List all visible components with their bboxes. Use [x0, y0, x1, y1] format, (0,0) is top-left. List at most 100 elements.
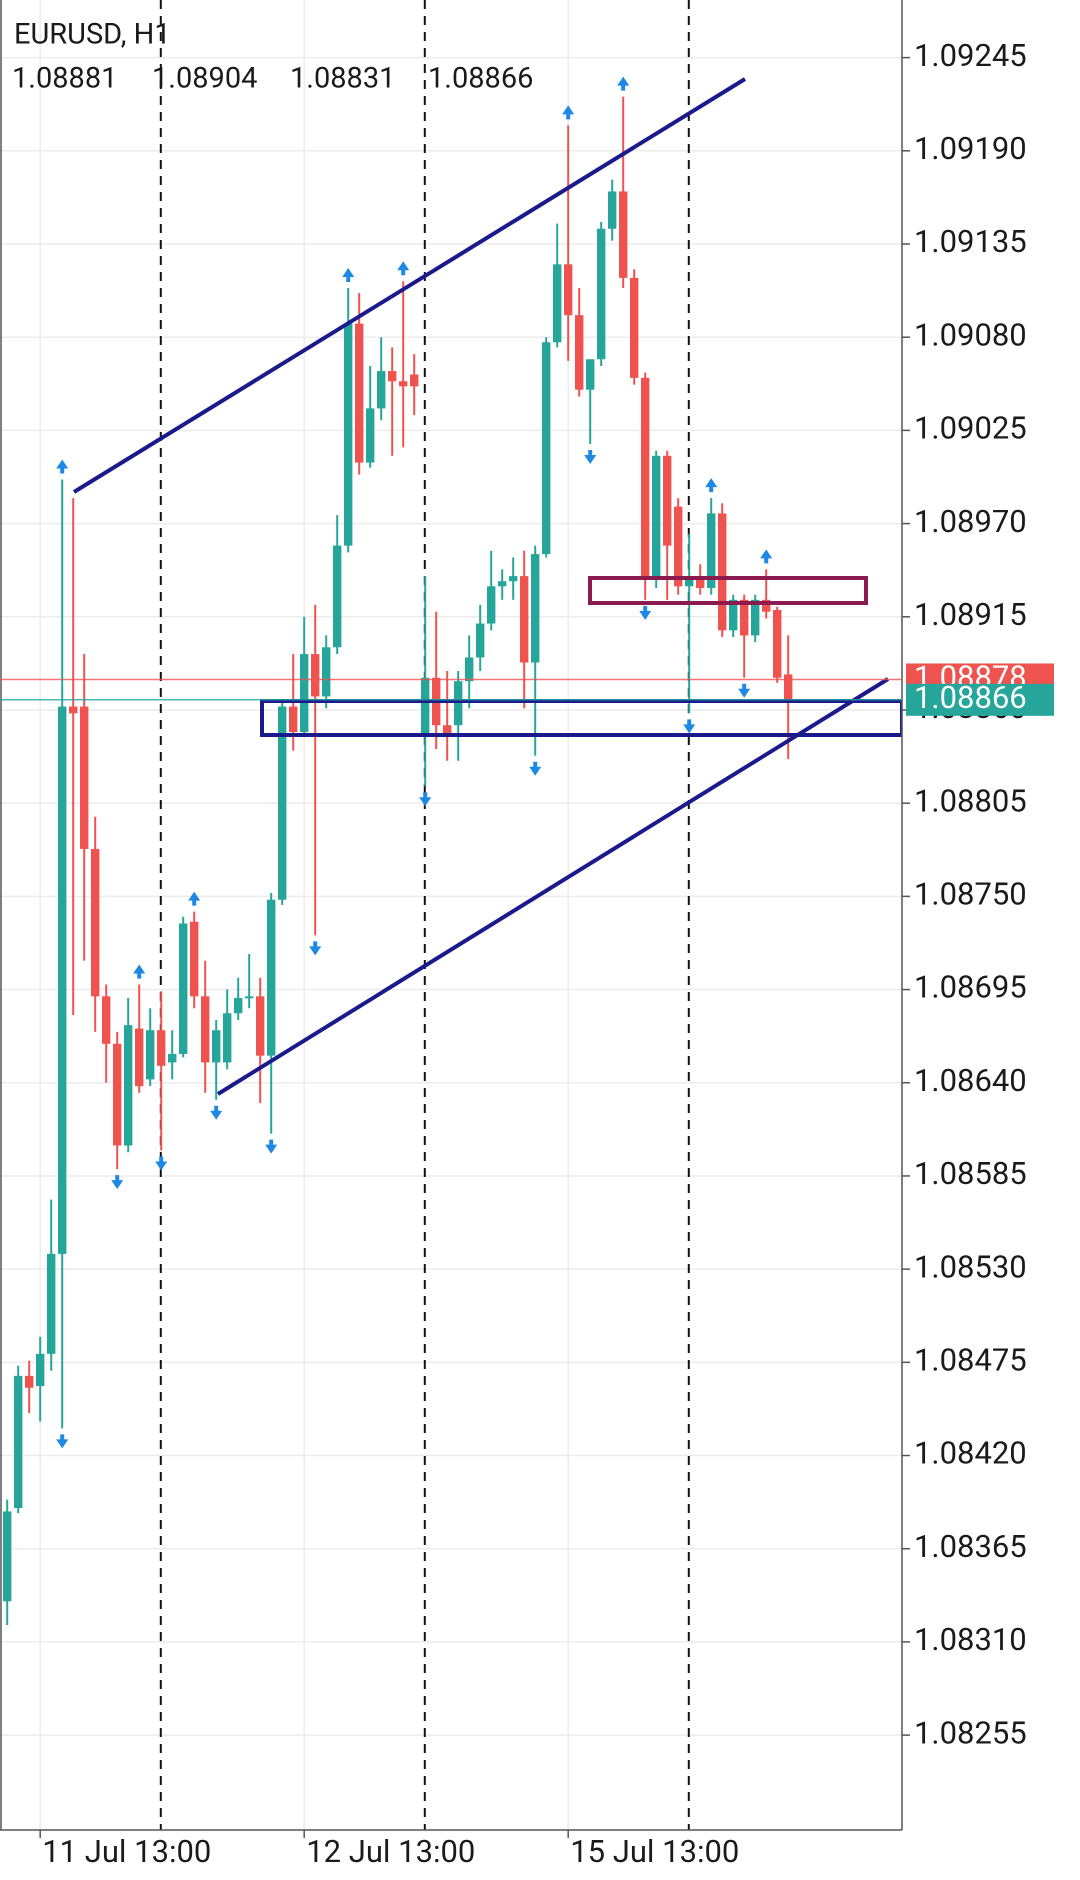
candle-body — [586, 359, 595, 390]
candle-body — [663, 455, 672, 546]
axes: 1.09245 1.09190 1.09135 1.09080 1.09025 1.089… — [0, 0, 1027, 1870]
candle-body — [707, 513, 716, 588]
fractal-up — [342, 268, 355, 283]
candle-body — [300, 654, 309, 732]
candle-body — [487, 586, 496, 624]
candle-body — [762, 599, 771, 612]
y-tick-label: 1.08640 — [914, 1062, 1027, 1099]
fractal-down — [419, 792, 432, 807]
candle-body — [102, 996, 111, 1044]
fractal-down — [111, 1175, 124, 1190]
candle-body — [157, 1030, 166, 1066]
y-tick-label: 1.08750 — [914, 876, 1027, 913]
fractal-down — [56, 1434, 69, 1449]
fractal-down — [155, 1156, 168, 1171]
candle-body — [355, 323, 364, 463]
resistance-zone — [588, 576, 868, 605]
candle-body — [201, 996, 210, 1063]
candle-body — [520, 576, 529, 663]
candle-body — [421, 677, 430, 734]
ohlc-close: 1.08866 — [428, 62, 533, 96]
fractal-up — [397, 261, 410, 276]
candle-body — [751, 599, 760, 636]
candle-body — [146, 1030, 155, 1080]
candle-body — [190, 921, 199, 997]
y-tick-label: 1.08915 — [914, 596, 1027, 633]
ohlc-low: 1.08831 — [290, 62, 395, 96]
x-tick-label: 15 Jul 13:00 — [570, 1833, 739, 1870]
y-tick-label: 1.09080 — [914, 316, 1027, 353]
y-tick-label: 1.08365 — [914, 1528, 1027, 1565]
y-tick-label: 1.08530 — [914, 1248, 1027, 1285]
y-tick-label: 1.09135 — [914, 223, 1027, 260]
time-axis-bg — [0, 1830, 1080, 1880]
candle-body — [718, 513, 727, 631]
fractal-down — [639, 605, 652, 620]
candle-body — [25, 1375, 34, 1388]
fractal-down — [309, 941, 322, 956]
price-axis-bg — [902, 0, 1080, 1880]
candle-body — [135, 1028, 144, 1087]
fractal-up — [188, 891, 201, 906]
y-tick-label: 1.08970 — [914, 503, 1027, 540]
fractal-up — [760, 549, 773, 564]
candle-body — [608, 191, 617, 229]
candle-body — [366, 408, 375, 463]
fractal-down — [738, 683, 751, 698]
candle-body — [47, 1253, 56, 1354]
x-tick-label: 11 Jul 13:00 — [42, 1833, 211, 1870]
candle-body — [740, 599, 749, 636]
candle-body — [674, 506, 683, 587]
candle-body — [80, 706, 89, 849]
candle-body — [388, 371, 397, 382]
candle-body — [179, 923, 188, 1054]
y-tick-label: 1.08695 — [914, 969, 1027, 1006]
candle-body — [36, 1353, 45, 1387]
candle-body — [553, 264, 562, 343]
fractal-up — [617, 76, 630, 91]
ohlc-open: 1.08881 — [12, 62, 117, 96]
candle-body — [245, 996, 254, 999]
fractal-up — [705, 478, 718, 493]
candle-body — [476, 623, 485, 658]
chart-title: EURUSD, H1 — [14, 18, 171, 52]
candle-body — [333, 545, 342, 648]
trend-line-lower — [216, 677, 890, 1096]
fractal-up — [56, 459, 69, 474]
y-tick-label: 1.08805 — [914, 782, 1027, 819]
y-tick-label: 1.08475 — [914, 1342, 1027, 1379]
candle-body — [113, 1043, 122, 1146]
candle-body — [69, 706, 78, 714]
y-tick-label: 1.08585 — [914, 1155, 1027, 1192]
candle-body — [564, 264, 573, 316]
trend-line-upper — [72, 77, 747, 494]
x-tick-label: 12 Jul 13:00 — [306, 1833, 475, 1870]
candle-body — [14, 1375, 23, 1509]
y-tick-label: 1.08255 — [914, 1714, 1027, 1751]
candle-body — [531, 554, 540, 663]
candle-body — [773, 610, 782, 678]
candle-body — [124, 1025, 133, 1146]
fractal-down — [529, 761, 542, 776]
grid — [0, 0, 902, 1830]
candle-body — [399, 381, 408, 387]
fractal-down — [584, 449, 597, 464]
candle-body — [377, 371, 386, 409]
candle-body — [465, 657, 474, 682]
candle-body — [641, 377, 650, 577]
y-tick-label: 1.09025 — [914, 410, 1027, 447]
y-tick-label: 1.09190 — [914, 130, 1027, 167]
bid-label-bg — [906, 683, 1054, 716]
candle-body — [784, 674, 793, 700]
y-tick-label: 1.08310 — [914, 1621, 1027, 1658]
candle-body — [168, 1053, 177, 1063]
fractal-down — [265, 1139, 278, 1154]
candle-body — [498, 581, 507, 587]
ohlc-high: 1.08904 — [152, 62, 257, 96]
candle-body — [575, 315, 584, 390]
candle-body — [3, 1511, 12, 1602]
candle-body — [696, 576, 705, 588]
candle-body — [619, 191, 628, 278]
candle-body — [278, 706, 287, 900]
